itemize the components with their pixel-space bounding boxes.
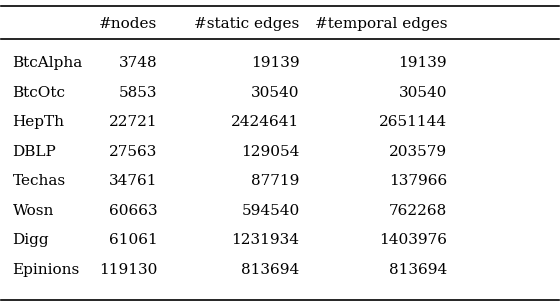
- Text: Techas: Techas: [12, 174, 66, 188]
- Text: 87719: 87719: [251, 174, 300, 188]
- Text: 34761: 34761: [109, 174, 157, 188]
- Text: 3748: 3748: [119, 56, 157, 70]
- Text: 813694: 813694: [241, 263, 300, 277]
- Text: 27563: 27563: [109, 145, 157, 159]
- Text: DBLP: DBLP: [12, 145, 57, 159]
- Text: 61061: 61061: [109, 233, 157, 247]
- Text: HepTh: HepTh: [12, 115, 64, 129]
- Text: BtcOtc: BtcOtc: [12, 86, 66, 100]
- Text: 762268: 762268: [389, 204, 447, 218]
- Text: #temporal edges: #temporal edges: [315, 17, 447, 31]
- Text: 1403976: 1403976: [379, 233, 447, 247]
- Text: #static edges: #static edges: [194, 17, 300, 31]
- Text: 5853: 5853: [119, 86, 157, 100]
- Text: 22721: 22721: [109, 115, 157, 129]
- Text: Digg: Digg: [12, 233, 49, 247]
- Text: 2651144: 2651144: [379, 115, 447, 129]
- Text: 119130: 119130: [99, 263, 157, 277]
- Text: #nodes: #nodes: [99, 17, 157, 31]
- Text: Wosn: Wosn: [12, 204, 54, 218]
- Text: BtcAlpha: BtcAlpha: [12, 56, 83, 70]
- Text: 137966: 137966: [389, 174, 447, 188]
- Text: 19139: 19139: [251, 56, 300, 70]
- Text: Epinions: Epinions: [12, 263, 80, 277]
- Text: 60663: 60663: [109, 204, 157, 218]
- Text: 19139: 19139: [399, 56, 447, 70]
- Text: 813694: 813694: [389, 263, 447, 277]
- Text: 30540: 30540: [399, 86, 447, 100]
- Text: 129054: 129054: [241, 145, 300, 159]
- Text: 30540: 30540: [251, 86, 300, 100]
- Text: 203579: 203579: [389, 145, 447, 159]
- Text: 1231934: 1231934: [231, 233, 300, 247]
- Text: 2424641: 2424641: [231, 115, 300, 129]
- Text: 594540: 594540: [241, 204, 300, 218]
